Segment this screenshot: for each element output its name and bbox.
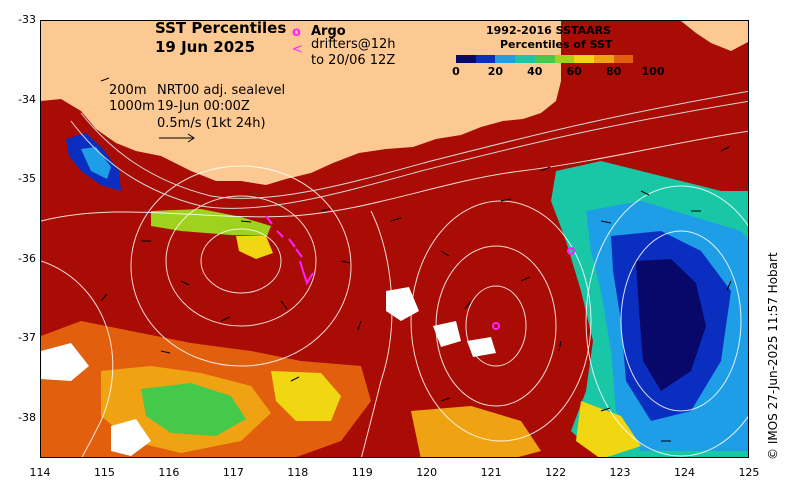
longitude-tick-label: 117 bbox=[222, 466, 244, 479]
longitude-tick-label: 115 bbox=[93, 466, 115, 479]
legend-swatch bbox=[495, 55, 516, 63]
contour-depth-1000m: 1000m bbox=[109, 99, 155, 114]
legend-swatch bbox=[554, 55, 575, 63]
drifter-legend-line1: drifters@12h bbox=[311, 37, 396, 52]
latitude-tick-label: -38 bbox=[18, 410, 36, 424]
longitude-tick-label: 124 bbox=[674, 466, 695, 479]
latitude-tick-label: -37 bbox=[18, 331, 36, 344]
sealevel-source: NRT00 adj. sealevel bbox=[157, 83, 286, 98]
map-title-line1: SST Percentiles bbox=[155, 19, 287, 37]
longitude-tick-label: 120 bbox=[416, 466, 438, 479]
longitude-tick-label: 121 bbox=[480, 466, 502, 479]
sst-map[interactable] bbox=[40, 20, 749, 458]
latitude-tick-label: -34 bbox=[18, 92, 36, 106]
legend-swatch bbox=[633, 55, 654, 63]
legend-swatch bbox=[613, 55, 634, 63]
drifter-legend-line2: to 20/06 12Z bbox=[311, 53, 396, 68]
legend-swatch bbox=[456, 55, 477, 63]
imos-credit: © IMOS 27-Jun-2025 11:57 Hobart bbox=[766, 252, 780, 460]
map-title-line2: 19 Jun 2025 bbox=[155, 38, 256, 56]
legend-swatch bbox=[593, 55, 615, 63]
contour-depth-200m: 200m bbox=[109, 83, 147, 98]
latitude-tick-label: -36 bbox=[18, 251, 36, 265]
legend-tick-label: 0 bbox=[452, 65, 460, 78]
velocity-scale-label: 0.5m/s (1kt 24h) bbox=[157, 116, 266, 131]
legend-swatch bbox=[574, 55, 595, 63]
longitude-tick-label: 122 bbox=[545, 466, 567, 479]
longitude-tick-label: 125 bbox=[738, 466, 760, 479]
legend-tick-label: 60 bbox=[566, 65, 582, 78]
legend-swatch bbox=[534, 55, 555, 63]
longitude-tick-label: 116 bbox=[158, 466, 180, 479]
drifter-legend-symbol: < bbox=[292, 42, 303, 57]
land-australia bbox=[41, 21, 561, 185]
legend-tick-label: 20 bbox=[487, 65, 504, 78]
sea-level-contours bbox=[41, 130, 748, 457]
longitude-tick-label: 123 bbox=[609, 466, 631, 479]
latitude-tick-label: -33 bbox=[18, 13, 36, 26]
longitude-tick-label: 118 bbox=[287, 466, 309, 479]
argo-floats bbox=[492, 247, 575, 330]
argo-legend-symbol: o bbox=[292, 25, 301, 40]
longitude-tick-label: 119 bbox=[351, 466, 373, 479]
legend-title-2: Percentiles of SST bbox=[500, 38, 613, 51]
legend-tick-label: 40 bbox=[527, 65, 543, 78]
argo-legend-label: Argo bbox=[311, 24, 346, 39]
longitude-tick-label: 114 bbox=[29, 466, 51, 479]
isobaths bbox=[70, 90, 748, 209]
latitude-tick-label: -35 bbox=[18, 172, 36, 185]
sst-map-canvas bbox=[41, 21, 748, 457]
legend-tick-label: 80 bbox=[605, 65, 622, 78]
land-australia-east bbox=[681, 21, 748, 51]
legend-swatch bbox=[475, 55, 496, 63]
legend-title-1: 1992-2016 SSTAARS bbox=[486, 24, 612, 37]
velocity-scale-arrow bbox=[159, 133, 195, 143]
legend-tick-label: 100 bbox=[641, 65, 665, 78]
drifter-tracks bbox=[265, 215, 314, 286]
legend-colorbar bbox=[456, 55, 654, 63]
legend-swatch bbox=[515, 55, 536, 63]
current-vectors bbox=[100, 77, 732, 442]
sealevel-time: 19-Jun 00:00Z bbox=[157, 99, 250, 114]
